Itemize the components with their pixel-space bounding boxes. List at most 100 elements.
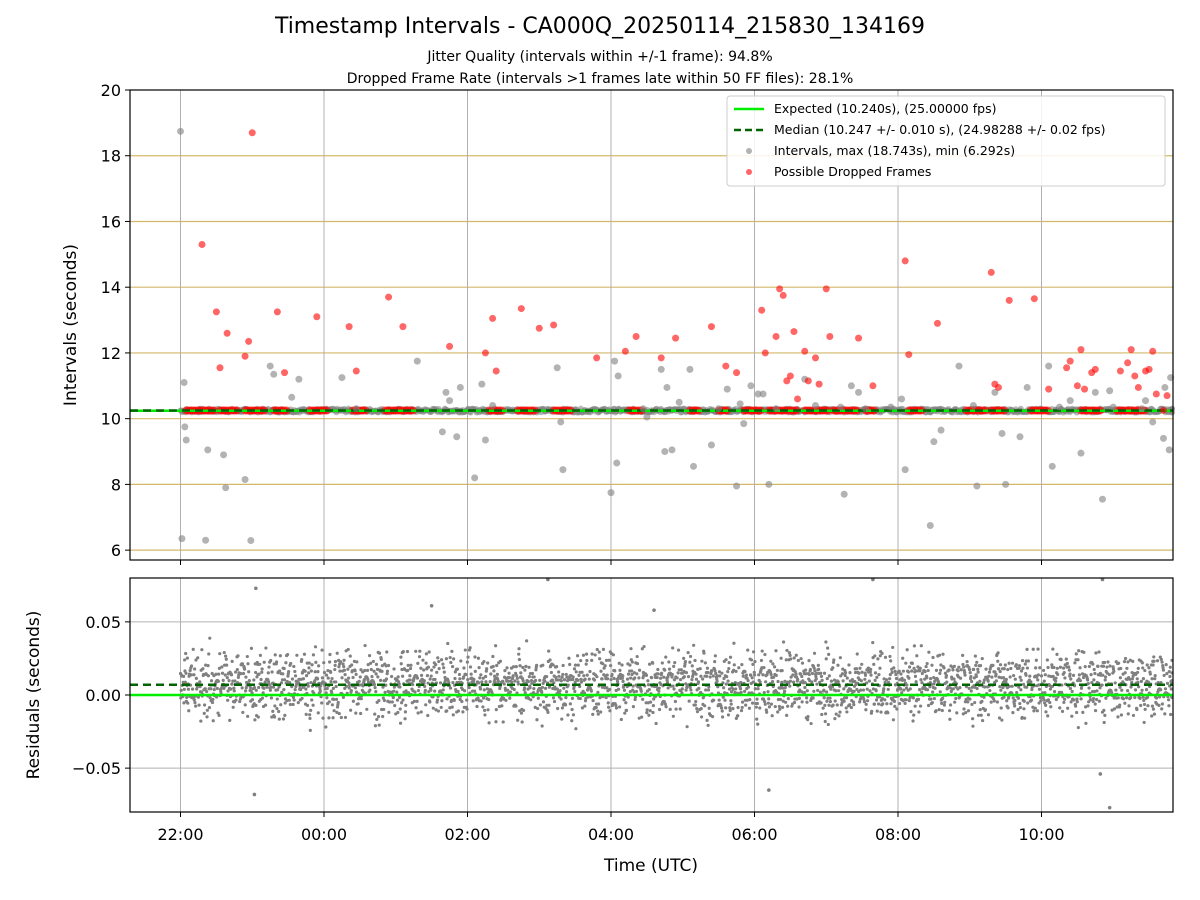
residual-point bbox=[891, 718, 896, 722]
residual-point bbox=[193, 667, 197, 671]
residual-point bbox=[938, 668, 943, 672]
residual-point bbox=[968, 671, 972, 675]
residual-outlier-point bbox=[252, 792, 257, 797]
residual-point bbox=[900, 691, 904, 695]
interval-point bbox=[926, 521, 934, 529]
residual-point bbox=[517, 647, 521, 651]
dropped-frame-point bbox=[241, 352, 249, 360]
residual-point bbox=[1037, 701, 1041, 705]
residual-point bbox=[644, 673, 649, 678]
residual-point bbox=[811, 696, 815, 700]
dropped-frame-point bbox=[772, 333, 780, 341]
residual-point bbox=[713, 654, 717, 658]
residual-point bbox=[320, 701, 324, 705]
residual-point bbox=[690, 664, 694, 668]
residual-point bbox=[1129, 685, 1133, 689]
residual-point bbox=[868, 670, 872, 674]
residual-point bbox=[428, 700, 432, 704]
residual-point bbox=[980, 656, 984, 661]
residual-point bbox=[635, 672, 639, 676]
residual-point bbox=[593, 653, 597, 657]
residual-point bbox=[601, 662, 605, 666]
residual-point bbox=[577, 673, 581, 677]
residual-point bbox=[843, 673, 847, 678]
residual-point bbox=[273, 653, 277, 657]
residual-point bbox=[734, 669, 738, 673]
residual-point bbox=[437, 666, 441, 671]
residual-point bbox=[743, 669, 747, 674]
residual-point bbox=[498, 659, 503, 663]
residual-point bbox=[837, 689, 841, 693]
residual-point bbox=[647, 688, 651, 692]
residual-point bbox=[1169, 712, 1173, 717]
residual-point bbox=[321, 716, 325, 720]
time-x-ticks: 22:00 00:00 02:00 04:00 06:00 08:00 10:00 bbox=[157, 812, 1065, 844]
residual-point bbox=[590, 652, 594, 656]
residual-point bbox=[498, 685, 502, 689]
residual-point bbox=[753, 673, 757, 677]
residual-point bbox=[727, 666, 731, 671]
residual-point bbox=[894, 676, 899, 681]
residual-point bbox=[467, 686, 471, 690]
residual-point bbox=[732, 663, 736, 667]
residual-point bbox=[460, 699, 464, 704]
residual-point bbox=[409, 663, 413, 667]
residual-point bbox=[845, 676, 849, 680]
residual-point bbox=[682, 675, 686, 679]
residual-point bbox=[724, 658, 728, 662]
residual-point bbox=[334, 697, 339, 701]
residual-point bbox=[1024, 673, 1028, 677]
residual-point bbox=[284, 661, 288, 665]
residual-point bbox=[823, 712, 828, 716]
residual-point bbox=[1086, 704, 1090, 708]
residual-point bbox=[800, 674, 804, 679]
residual-point bbox=[872, 702, 877, 706]
residual-point bbox=[245, 654, 249, 659]
residual-point bbox=[240, 662, 245, 666]
residual-point bbox=[483, 713, 487, 717]
residual-point bbox=[424, 652, 429, 656]
residual-point bbox=[516, 718, 520, 722]
residual-point bbox=[931, 690, 935, 694]
residual-point bbox=[807, 658, 811, 663]
residual-point bbox=[1005, 699, 1009, 703]
residual-point bbox=[346, 647, 350, 652]
residual-point bbox=[579, 677, 583, 681]
residual-point bbox=[535, 718, 539, 722]
residual-point bbox=[1022, 699, 1026, 703]
residual-point bbox=[439, 689, 443, 693]
residual-point bbox=[785, 713, 789, 717]
intervals-data bbox=[130, 127, 1175, 545]
residual-point bbox=[1036, 647, 1040, 651]
residual-point bbox=[592, 678, 597, 682]
residual-point bbox=[830, 685, 835, 689]
residual-point bbox=[757, 673, 761, 677]
interval-point bbox=[1023, 383, 1031, 391]
residual-point bbox=[1130, 680, 1134, 685]
residual-point bbox=[496, 679, 500, 683]
residual-point bbox=[1110, 691, 1114, 695]
residual-point bbox=[764, 708, 768, 712]
residual-point bbox=[860, 662, 864, 666]
residual-point bbox=[883, 680, 887, 685]
residual-point bbox=[1103, 713, 1107, 717]
residual-point bbox=[603, 664, 607, 668]
residual-point bbox=[541, 663, 545, 667]
residual-point bbox=[961, 653, 965, 657]
residual-point bbox=[599, 669, 603, 673]
residual-point bbox=[722, 686, 726, 690]
residual-point bbox=[1096, 664, 1100, 668]
residual-point bbox=[879, 710, 883, 714]
residual-point bbox=[873, 678, 877, 682]
residual-point bbox=[401, 674, 405, 678]
residual-point bbox=[917, 688, 922, 692]
residual-point bbox=[864, 708, 868, 712]
residual-point bbox=[1045, 658, 1049, 662]
residual-point bbox=[260, 696, 265, 700]
residual-point bbox=[694, 699, 698, 704]
residual-point bbox=[368, 688, 372, 692]
residual-point bbox=[226, 698, 230, 702]
residual-point bbox=[365, 707, 369, 711]
dropped-frame-point bbox=[399, 323, 407, 331]
residual-point bbox=[978, 679, 982, 683]
